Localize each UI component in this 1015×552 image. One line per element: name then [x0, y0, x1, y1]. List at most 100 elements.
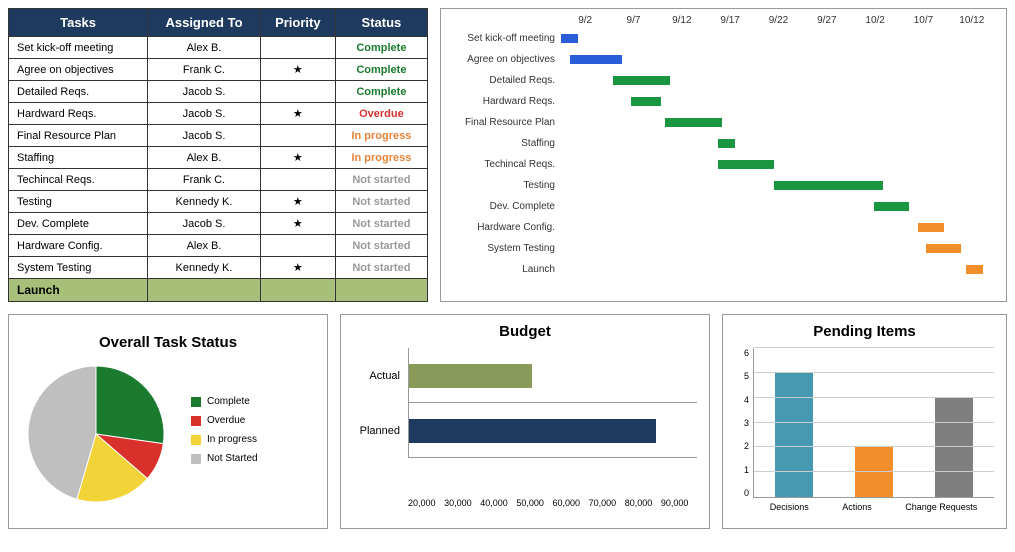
assignee-cell: Jacob S.: [148, 213, 261, 235]
table-header: Tasks: [9, 9, 148, 37]
gantt-row: Testing: [451, 175, 996, 196]
assignee-cell: Alex B.: [148, 235, 261, 257]
status-cell: In progress: [335, 147, 427, 169]
status-cell: Not started: [335, 257, 427, 279]
gantt-row: Hardward Reqs.: [451, 91, 996, 112]
assignee-cell: Kennedy K.: [148, 191, 261, 213]
pending-bar: [775, 373, 813, 497]
legend-label: Overdue: [207, 415, 245, 426]
table-row: Detailed Reqs.Jacob S.Complete: [9, 81, 428, 103]
pending-panel: Pending Items 6543210 DecisionsActionsCh…: [722, 314, 1007, 529]
table-row: Dev. CompleteJacob S.★Not started: [9, 213, 428, 235]
gantt-row: Launch: [451, 259, 996, 280]
gantt-bar: [570, 55, 622, 64]
gantt-bar: [918, 223, 944, 232]
gantt-date-label: 9/7: [609, 15, 657, 26]
table-row: Hardward Reqs.Jacob S.★Overdue: [9, 103, 428, 125]
task-cell: Techincal Reqs.: [9, 169, 148, 191]
priority-cell: [260, 125, 335, 147]
budget-label: Planned: [353, 425, 408, 437]
status-cell: Complete: [335, 37, 427, 59]
gantt-row: Detailed Reqs.: [451, 70, 996, 91]
gantt-bar: [874, 202, 909, 211]
budget-tick: 70,000: [589, 498, 625, 508]
budget-row: Planned: [353, 403, 697, 458]
gantt-date-label: 9/12: [658, 15, 706, 26]
table-header: Assigned To: [148, 9, 261, 37]
gantt-date-label: 10/7: [899, 15, 947, 26]
gantt-date-label: 9/22: [754, 15, 802, 26]
pie-panel: Overall Task Status CompleteOverdueIn pr…: [8, 314, 328, 529]
status-cell: In progress: [335, 125, 427, 147]
status-cell: Complete: [335, 59, 427, 81]
legend-item: Complete: [191, 396, 258, 407]
table-row: TestingKennedy K.★Not started: [9, 191, 428, 213]
gantt-task-label: Set kick-off meeting: [451, 33, 561, 44]
gantt-date-label: 9/27: [803, 15, 851, 26]
priority-cell: [260, 81, 335, 103]
task-cell: Set kick-off meeting: [9, 37, 148, 59]
task-table: TasksAssigned ToPriorityStatus Set kick-…: [8, 8, 428, 302]
gantt-task-label: Agree on objectives: [451, 54, 561, 65]
gantt-task-label: Detailed Reqs.: [451, 75, 561, 86]
budget-tick: 50,000: [516, 498, 552, 508]
gantt-row: Techincal Reqs.: [451, 154, 996, 175]
gantt-task-label: Hardware Config.: [451, 222, 561, 233]
gantt-date-label: 10/12: [948, 15, 996, 26]
legend-item: Overdue: [191, 415, 258, 426]
launch-row: Launch: [9, 279, 428, 302]
legend-label: Complete: [207, 396, 250, 407]
priority-cell: ★: [260, 147, 335, 169]
gantt-task-label: Testing: [451, 180, 561, 191]
pending-xlabel: Actions: [842, 502, 872, 512]
pending-ytick: 0: [735, 488, 749, 498]
legend-swatch: [191, 435, 201, 445]
priority-cell: ★: [260, 103, 335, 125]
table-row: Techincal Reqs.Frank C.Not started: [9, 169, 428, 191]
pending-ytick: 6: [735, 348, 749, 358]
task-cell: Hardware Config.: [9, 235, 148, 257]
pending-ytick: 1: [735, 465, 749, 475]
gantt-bar: [718, 139, 735, 148]
priority-cell: [260, 37, 335, 59]
assignee-cell: Kennedy K.: [148, 257, 261, 279]
legend-item: In progress: [191, 434, 258, 445]
assignee-cell: Alex B.: [148, 37, 261, 59]
table-row: Agree on objectivesFrank C.★Complete: [9, 59, 428, 81]
table-row: Final Resource PlanJacob S. In progress: [9, 125, 428, 147]
legend-swatch: [191, 416, 201, 426]
assignee-cell: Jacob S.: [148, 81, 261, 103]
legend-label: Not Started: [207, 453, 258, 464]
gantt-row: Dev. Complete: [451, 196, 996, 217]
pending-xlabel: Change Requests: [905, 502, 977, 512]
gantt-chart: 9/29/79/129/179/229/2710/210/710/12 Set …: [440, 8, 1007, 302]
gantt-task-label: Final Resource Plan: [451, 117, 561, 128]
gantt-task-label: Dev. Complete: [451, 201, 561, 212]
task-cell: Final Resource Plan: [9, 125, 148, 147]
assignee-cell: Jacob S.: [148, 125, 261, 147]
pending-bar: [855, 447, 893, 497]
budget-title: Budget: [353, 323, 697, 340]
budget-bar: [409, 419, 656, 443]
budget-tick: 90,000: [661, 498, 697, 508]
gantt-task-label: Staffing: [451, 138, 561, 149]
gantt-row: Staffing: [451, 133, 996, 154]
task-cell: Staffing: [9, 147, 148, 169]
gantt-bar: [631, 97, 661, 106]
gantt-date-label: 9/17: [706, 15, 754, 26]
table-row: Set kick-off meetingAlex B. Complete: [9, 37, 428, 59]
table-row: Hardware Config.Alex B.Not started: [9, 235, 428, 257]
gantt-bar: [718, 160, 775, 169]
budget-tick: 60,000: [553, 498, 589, 508]
priority-cell: ★: [260, 59, 335, 81]
table-row: StaffingAlex B.★In progress: [9, 147, 428, 169]
pending-ytick: 5: [735, 371, 749, 381]
gantt-bar: [665, 118, 722, 127]
pending-ytick: 2: [735, 441, 749, 451]
status-cell: Not started: [335, 213, 427, 235]
status-cell: Complete: [335, 81, 427, 103]
table-header: Status: [335, 9, 427, 37]
gantt-row: Set kick-off meeting: [451, 28, 996, 49]
gantt-task-label: Techincal Reqs.: [451, 159, 561, 170]
budget-row: Actual: [353, 348, 697, 403]
